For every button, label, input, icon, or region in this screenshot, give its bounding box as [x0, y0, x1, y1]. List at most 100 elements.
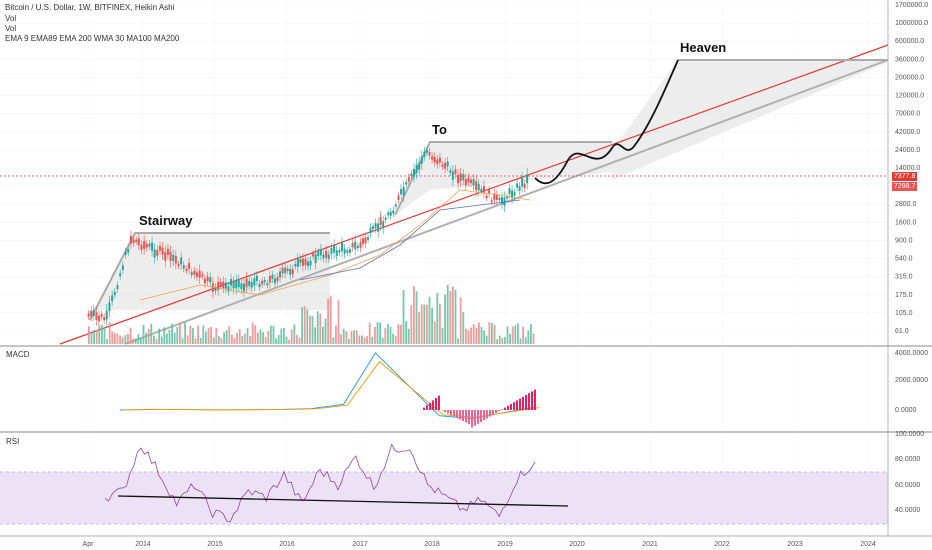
candle-body — [237, 280, 240, 288]
macd-histogram-bar — [522, 396, 524, 410]
volume-bar — [225, 330, 228, 344]
candle-body — [92, 309, 95, 316]
volume-bar — [493, 324, 496, 344]
candle-body — [420, 156, 423, 164]
volume-bar — [142, 324, 145, 344]
volume-bar — [478, 322, 480, 344]
volume-bar — [498, 335, 501, 344]
candle-body — [438, 157, 441, 163]
volume-bar — [405, 321, 407, 344]
volume-bar — [197, 325, 199, 344]
candle-body — [253, 278, 256, 286]
macd-histogram-bar — [534, 389, 536, 410]
candle-body — [467, 177, 470, 183]
volume-bar — [353, 330, 355, 344]
candle-body — [105, 310, 108, 320]
volume-bar — [303, 306, 306, 344]
macd-histogram-bar — [462, 410, 464, 421]
volume-bar — [202, 325, 205, 344]
candle-body — [392, 210, 395, 214]
candle-body — [263, 280, 266, 283]
rsi-trendline — [117, 495, 569, 507]
candle-body — [495, 194, 498, 201]
volume-bar — [465, 328, 467, 344]
current-price-tag: 7377.8 — [892, 172, 918, 181]
price-tick-label: 105.0 — [895, 310, 913, 317]
stairway-fill — [95, 233, 330, 310]
candle-body — [284, 267, 287, 274]
time-axis[interactable]: Apr 2014 2015 2016 2017 2018 2019 2020 2021 2022 2… — [83, 541, 876, 548]
candle-body — [327, 254, 330, 259]
candle-body — [180, 257, 183, 265]
volume-bar — [457, 338, 459, 344]
macd-histogram-bar — [444, 410, 446, 412]
volume-bar — [363, 337, 366, 344]
candle-body — [402, 186, 405, 196]
candle-body — [164, 252, 167, 261]
volume-bar — [496, 339, 498, 344]
stairway-outline — [89, 232, 330, 321]
candle-body — [90, 310, 93, 317]
vol-label-1: Vol — [5, 14, 17, 23]
candle-body — [362, 238, 365, 244]
candle-body — [206, 276, 209, 282]
macd-histogram-bar — [447, 410, 449, 414]
time-tick-label: 2020 — [569, 541, 585, 548]
vol-label-2: Vol — [5, 24, 17, 33]
candle-body — [103, 316, 106, 321]
volume-bar — [296, 334, 298, 344]
candle-body — [291, 269, 294, 275]
volume-bar — [407, 328, 410, 344]
candle-body — [475, 181, 478, 191]
candle-body — [116, 285, 119, 289]
candle-body — [255, 275, 258, 282]
rsi-line — [104, 443, 536, 522]
volume-bar — [444, 294, 446, 344]
candle-body — [369, 227, 372, 234]
rsi-band — [0, 472, 888, 524]
candle-body — [356, 245, 359, 249]
volume-bar — [207, 327, 210, 344]
volume-bar — [342, 328, 345, 344]
candle-body — [232, 281, 235, 289]
candle-body — [526, 174, 529, 184]
volume-bar — [524, 337, 527, 344]
volume-bar — [332, 337, 335, 344]
candle-body — [506, 196, 509, 199]
candle-body — [258, 284, 261, 288]
volume-bar — [163, 327, 166, 344]
macd-histogram-bar — [450, 410, 452, 415]
candle-body — [188, 262, 191, 269]
candle-body — [407, 177, 410, 182]
volume-bar — [132, 338, 134, 344]
volume-bar — [467, 330, 470, 344]
macd-histogram-bar — [510, 404, 512, 410]
volume-bar — [288, 339, 290, 344]
volume-bar — [215, 327, 218, 344]
volume-bar — [275, 338, 277, 344]
volume-bar — [361, 335, 363, 344]
candle-body — [415, 164, 418, 173]
volume-bar — [212, 337, 215, 344]
macd-histogram-bar — [423, 407, 425, 410]
candle-body — [127, 248, 130, 253]
macd-histogram-bar — [519, 398, 521, 410]
candle-body — [240, 283, 243, 290]
candle-body — [214, 287, 217, 292]
candle-body — [261, 280, 264, 285]
volume-bar — [322, 326, 324, 344]
volume-bar — [155, 338, 158, 344]
candle-body — [172, 254, 175, 261]
volume-bar — [153, 335, 155, 344]
volume-bar — [283, 327, 285, 344]
macd-histogram-bar — [498, 410, 500, 412]
volume-bar — [145, 332, 147, 344]
volume-bar — [181, 338, 184, 344]
macd-histogram-bar — [483, 410, 485, 421]
candle-body — [472, 179, 475, 186]
volume-bar — [410, 304, 413, 344]
volume-bar — [119, 335, 121, 344]
volume-bar — [376, 322, 379, 344]
candle-body — [307, 261, 310, 267]
volume-bar — [345, 331, 348, 344]
